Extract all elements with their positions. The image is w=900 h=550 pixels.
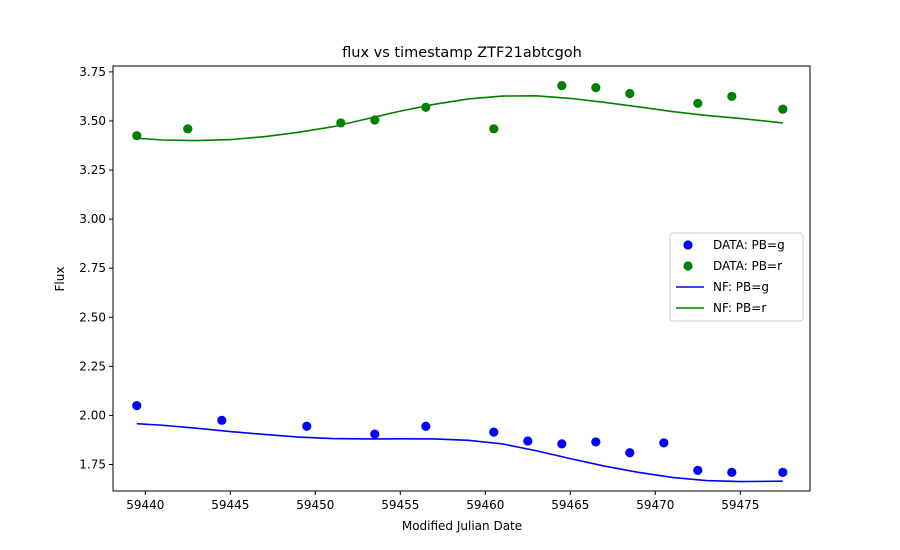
legend-label: DATA: PB=r bbox=[713, 259, 782, 273]
data-point-g bbox=[591, 437, 601, 447]
data-point-r bbox=[557, 81, 567, 91]
series-layer bbox=[132, 81, 788, 483]
data-point-g bbox=[523, 436, 533, 446]
legend-label: DATA: PB=g bbox=[713, 238, 785, 252]
data-point-g bbox=[659, 438, 669, 448]
data-point-r bbox=[183, 124, 193, 134]
legend-label: NF: PB=g bbox=[713, 280, 769, 294]
y-tick-label: 3.00 bbox=[79, 212, 106, 226]
data-point-r bbox=[727, 91, 737, 102]
chart-title: flux vs timestamp ZTF21abtcgoh bbox=[342, 45, 582, 61]
data-point-r bbox=[132, 131, 142, 141]
data-point-r bbox=[778, 104, 788, 114]
x-tick-label: 59455 bbox=[381, 498, 419, 512]
data-point-g bbox=[693, 465, 703, 475]
data-point-g bbox=[302, 421, 312, 431]
data-point-g bbox=[217, 415, 227, 425]
data-point-r bbox=[489, 124, 499, 134]
data-point-r bbox=[625, 88, 635, 99]
x-tick-label: 59450 bbox=[296, 498, 334, 512]
legend-box bbox=[669, 232, 804, 322]
y-tick-label: 2.75 bbox=[79, 261, 106, 275]
legend: DATA: PB=g DATA: PB=r NF: PB=g NF: PB=r bbox=[669, 232, 804, 322]
data-point-r bbox=[336, 118, 346, 128]
data-point-g bbox=[132, 401, 142, 411]
data-point-g bbox=[727, 467, 737, 477]
data-point-r bbox=[421, 102, 431, 112]
data-point-r bbox=[693, 98, 703, 108]
legend-marker-r bbox=[683, 261, 693, 271]
y-tick-label: 2.25 bbox=[79, 359, 106, 373]
y-tick-label: 3.25 bbox=[79, 163, 106, 177]
series-line-r bbox=[136, 95, 783, 142]
x-tick-label: 59440 bbox=[126, 498, 164, 512]
y-axis: 1.75 2.00 2.25 2.50 2.75 3.00 3.25 3.50 3.75 bbox=[79, 65, 113, 471]
x-tick-label: 59475 bbox=[721, 498, 759, 512]
y-tick-label: 2.00 bbox=[79, 408, 106, 422]
data-point-r bbox=[591, 82, 601, 93]
y-tick-label: 3.75 bbox=[79, 65, 106, 79]
y-tick-label: 2.50 bbox=[79, 310, 106, 324]
data-point-g bbox=[421, 421, 431, 431]
series-line-g bbox=[136, 422, 783, 483]
data-point-g bbox=[625, 448, 635, 458]
x-tick-label: 59445 bbox=[211, 498, 249, 512]
x-axis-label: Modified Julian Date bbox=[402, 519, 522, 533]
data-point-g bbox=[557, 439, 567, 449]
plot-border bbox=[112, 65, 811, 492]
legend-marker-g bbox=[683, 240, 693, 250]
data-point-g bbox=[370, 429, 380, 439]
y-tick-label: 1.75 bbox=[79, 457, 106, 471]
data-point-r bbox=[370, 115, 380, 125]
x-tick-label: 59465 bbox=[551, 498, 589, 512]
x-axis: 59440 59445 59450 59455 59460 59465 59470 59475 bbox=[126, 491, 759, 512]
x-tick-label: 59470 bbox=[636, 498, 674, 512]
legend-label: NF: PB=r bbox=[713, 301, 766, 315]
x-tick-label: 59460 bbox=[466, 498, 504, 512]
y-tick-label: 3.50 bbox=[79, 114, 106, 128]
data-point-g bbox=[489, 427, 499, 437]
y-axis-label: Flux bbox=[53, 267, 67, 292]
data-point-g bbox=[778, 467, 788, 477]
